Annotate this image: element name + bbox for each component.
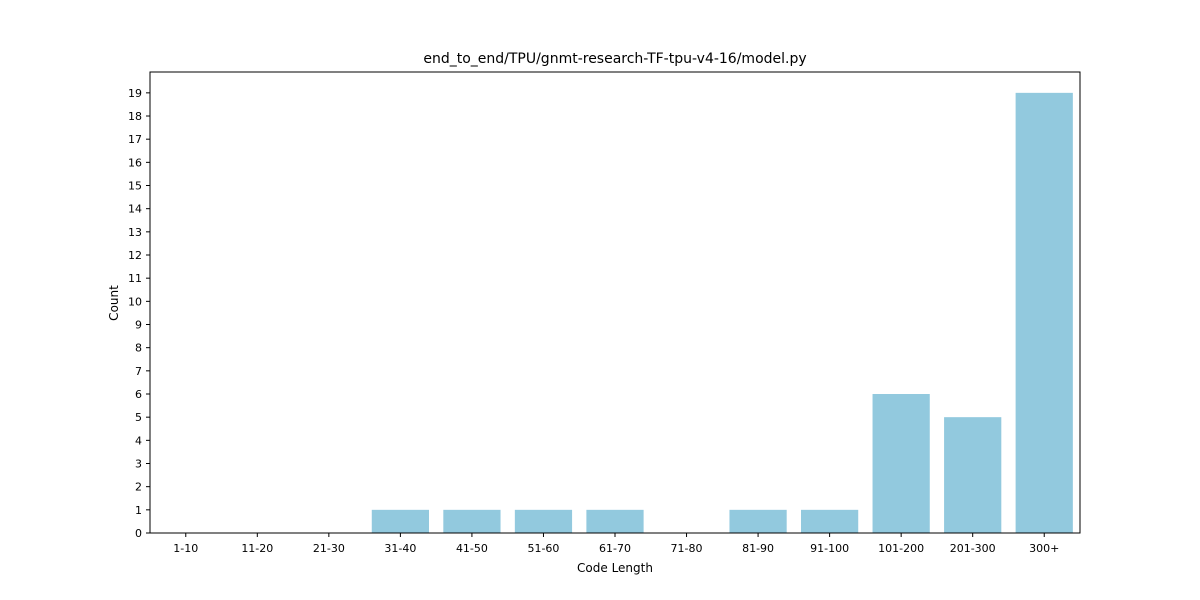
bar-61-70 <box>586 509 644 533</box>
x-tick-label: 201-300 <box>950 542 996 555</box>
plot-frame <box>149 71 1081 534</box>
y-tick-label: 11 <box>128 272 142 285</box>
x-tick-label: 101-200 <box>878 542 924 555</box>
y-tick-label: 3 <box>135 458 142 471</box>
bar-101-200 <box>872 394 930 533</box>
y-tick-label: 7 <box>135 365 142 378</box>
bar-51-60 <box>514 509 573 533</box>
y-tick-label: 16 <box>128 156 142 169</box>
y-tick-label: 4 <box>135 434 142 447</box>
x-tick-label: 81-90 <box>742 542 774 555</box>
x-tick-label: 21-30 <box>313 542 345 555</box>
chart-title: end_to_end/TPU/gnmt-research-TF-tpu-v4-1… <box>423 51 806 67</box>
y-tick-label: 5 <box>135 411 142 424</box>
x-tick-label: 31-40 <box>384 542 416 555</box>
y-tick-label: 1 <box>135 504 142 517</box>
x-axis-label: Code Length <box>577 561 653 575</box>
y-tick-label: 9 <box>135 319 142 332</box>
x-tick-label: 91-100 <box>810 542 849 555</box>
bar-41-50 <box>443 509 501 533</box>
y-tick-label: 15 <box>128 180 142 193</box>
y-tick-label: 14 <box>128 203 142 216</box>
x-tick-label: 61-70 <box>599 542 631 555</box>
bar-31-40 <box>371 509 429 533</box>
y-tick-label: 10 <box>128 295 142 308</box>
x-tick-label: 41-50 <box>456 542 488 555</box>
x-tick-label: 300+ <box>1029 542 1059 555</box>
y-tick-label: 17 <box>128 133 142 146</box>
y-tick-label: 13 <box>128 226 142 239</box>
bar-201-300 <box>944 417 1002 533</box>
y-tick-label: 2 <box>135 481 142 494</box>
y-tick-label: 8 <box>135 342 142 355</box>
x-tick-label: 11-20 <box>241 542 273 555</box>
x-axis: 1-10 11-20 21-30 31-40 41-50 51-60 61-70 71-80 8… <box>173 533 1059 555</box>
y-tick-label: 6 <box>135 388 142 401</box>
y-tick-label: 0 <box>135 527 142 540</box>
x-tick-label: 51-60 <box>527 542 559 555</box>
bar-91-100 <box>801 509 859 533</box>
x-tick-label: 71-80 <box>671 542 703 555</box>
y-axis-label: Count <box>107 285 121 321</box>
y-tick-label: 19 <box>128 87 142 100</box>
y-tick-label: 12 <box>128 249 142 262</box>
x-tick-label: 1-10 <box>173 542 198 555</box>
bar-300+ <box>1015 92 1073 533</box>
bar-81-90 <box>729 509 787 533</box>
bars-group <box>371 92 1073 533</box>
y-tick-label: 18 <box>128 110 142 123</box>
